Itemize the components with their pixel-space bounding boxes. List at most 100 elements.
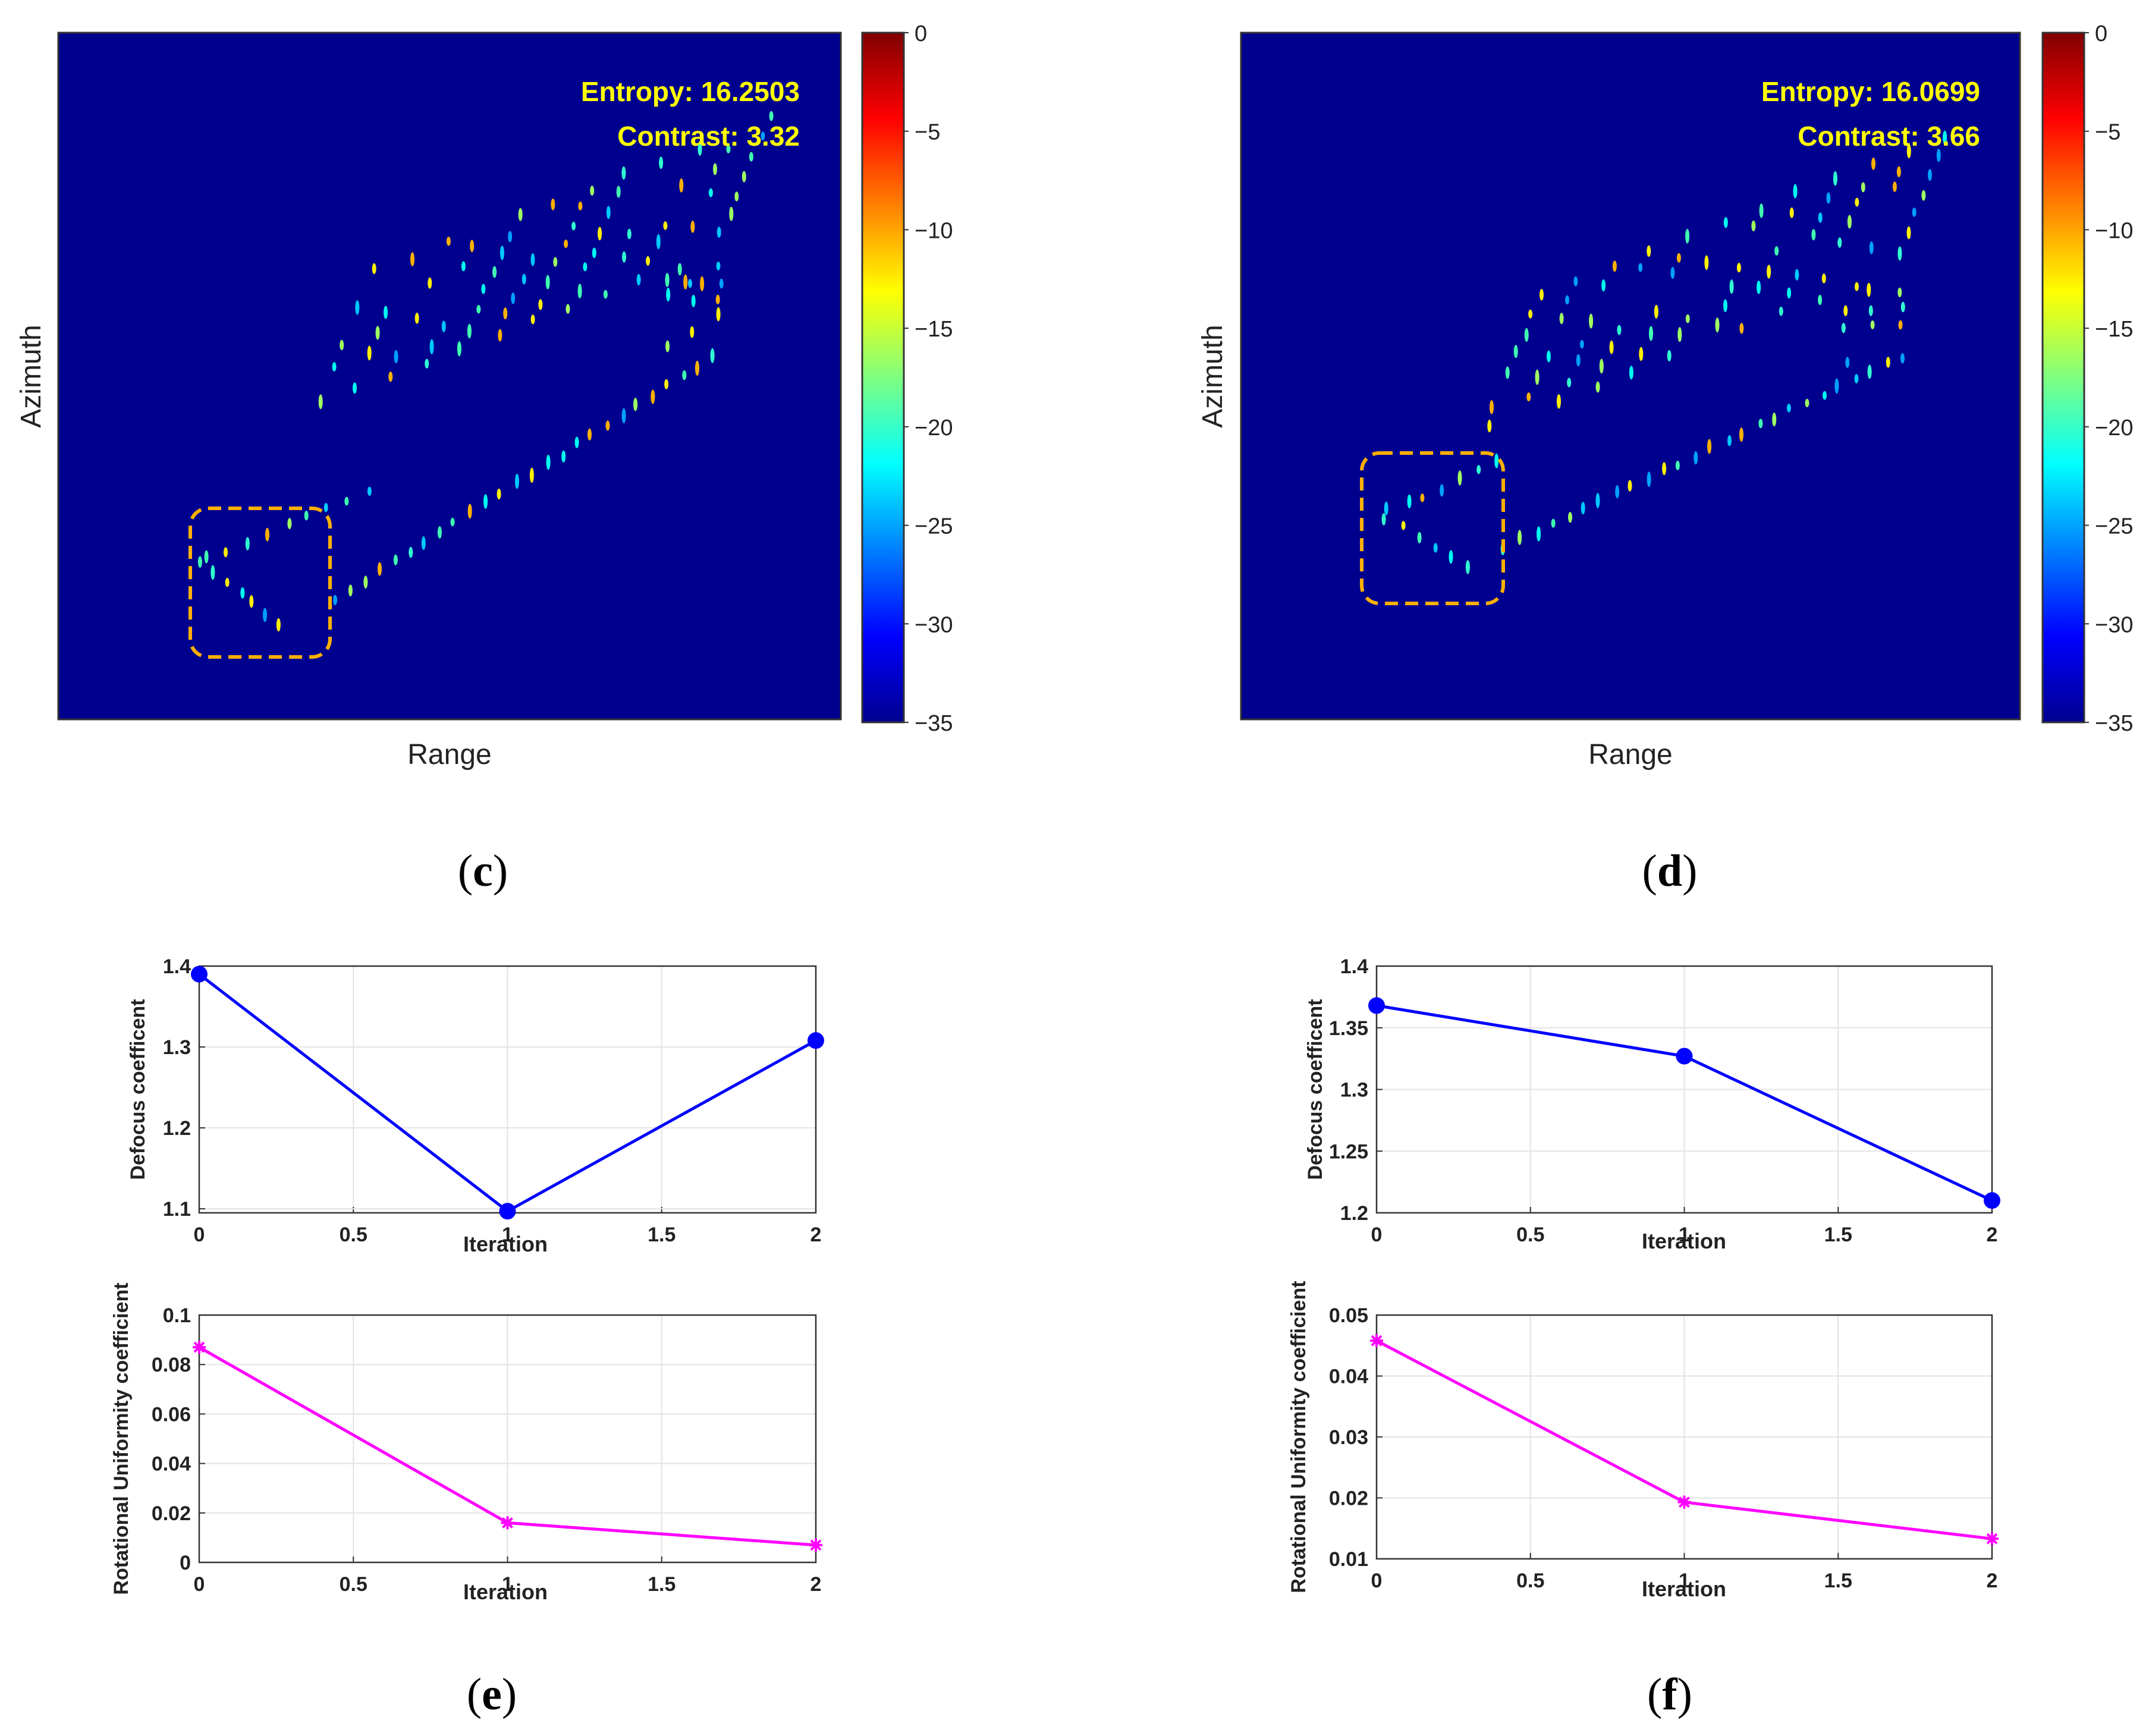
scatterer-point — [1420, 493, 1425, 502]
scatterer-point — [1557, 394, 1561, 409]
scatterer-point — [1921, 190, 1926, 201]
uniformity-point — [1677, 1495, 1691, 1509]
colorbar-tick-label: −5 — [915, 120, 940, 145]
scatterer-point — [546, 454, 551, 470]
scatterer-point — [1639, 347, 1644, 361]
colorbar-tick-label: −5 — [2095, 120, 2120, 145]
y-tick-label: 0.1 — [163, 1304, 191, 1327]
scatterer-point — [457, 341, 461, 357]
scatterer-point — [698, 142, 702, 156]
y-axis-label: Rotational Uniformity coefficient — [110, 1282, 133, 1595]
scatterer-point — [1490, 400, 1494, 414]
scatterer-point — [245, 537, 250, 551]
scatterer-point — [1906, 226, 1911, 240]
y-tick-label: 0.04 — [152, 1453, 191, 1476]
x-tick-label: 1 — [502, 1573, 513, 1596]
heatmap-c-xlabel: Range — [407, 739, 491, 770]
scatterer-point — [1649, 326, 1653, 341]
y-tick-label: 0.05 — [1329, 1304, 1368, 1327]
scatterer-point — [1845, 357, 1850, 368]
scatterer-point — [1867, 364, 1872, 379]
scatterer-point — [1487, 419, 1492, 433]
scatterer-point — [587, 428, 592, 441]
scatterer-point — [1818, 294, 1823, 306]
scatterer-point — [646, 256, 651, 266]
scatterer-point — [682, 370, 687, 380]
scatterer-point — [1581, 501, 1585, 515]
scatterer-point — [508, 231, 513, 243]
scatterer-point — [598, 227, 602, 241]
scatterer-point — [1854, 373, 1859, 384]
scatterer-point — [276, 618, 281, 632]
scatterer-point — [1381, 513, 1386, 526]
scatterer-point — [577, 284, 582, 298]
scatterer-point — [742, 171, 746, 183]
scatterer-point — [1779, 306, 1783, 316]
scatterer-point — [263, 608, 267, 622]
scatterer-point — [1547, 350, 1551, 363]
colorbar-tick-label: −30 — [2095, 612, 2133, 637]
scatterer-point — [621, 166, 626, 180]
scatterer-point — [529, 467, 534, 483]
colorbar-d — [2041, 32, 2085, 724]
scatterer-point — [1440, 484, 1444, 497]
line-charts: 0 0.5 1 1.5 2 1.1 1.2 1.3 1.4 Iteration Defocus co… — [110, 955, 2000, 1604]
scatterer-point — [483, 494, 488, 509]
defocus-point — [499, 1203, 516, 1220]
scatterer-point — [1869, 241, 1874, 254]
scatterer-point — [437, 526, 442, 539]
scatterer-point — [1723, 217, 1728, 228]
x-axis-label: Iteration — [463, 1580, 548, 1604]
y-tick-label: 1.35 — [1329, 1017, 1368, 1040]
heatmap-c-image — [57, 32, 842, 721]
uniformity-point — [501, 1516, 514, 1530]
x-tick-label: 1 — [1679, 1224, 1690, 1246]
scatterer-point — [1476, 465, 1481, 474]
scatterer-point — [332, 362, 337, 372]
scatterer-point — [1576, 354, 1581, 367]
scatterer-point — [384, 306, 388, 319]
scatterer-point — [1601, 279, 1606, 291]
colorbar-tick-label: −15 — [2095, 317, 2133, 342]
scatterer-point — [1540, 288, 1544, 301]
scatterer-point — [498, 329, 502, 342]
scatterer-point — [1579, 339, 1584, 349]
scatterer-point — [1834, 378, 1839, 394]
scatterer-point — [616, 185, 621, 198]
scatterer-point — [1739, 323, 1744, 334]
scatterer-point — [590, 185, 595, 196]
scatterer-point — [729, 206, 734, 221]
scatterer-point — [204, 550, 209, 564]
heatmap-d-xlabel: Range — [1588, 739, 1672, 770]
panel-label-f-letter: f — [1662, 1669, 1678, 1719]
scatterer-point — [515, 473, 519, 489]
defocus-point — [1676, 1048, 1693, 1065]
scatterer-point — [688, 279, 692, 288]
scatterer-point — [1795, 269, 1799, 281]
scatterer-point — [304, 510, 309, 521]
scatterer-point — [734, 191, 739, 202]
scatterer-point — [421, 536, 426, 550]
colorbar-tick-label: −20 — [2095, 416, 2133, 441]
scatterer-point — [1599, 358, 1604, 374]
scatterer-point — [664, 379, 669, 389]
scatterer-point — [1518, 530, 1522, 545]
panel-label-f: (f) — [1647, 1669, 1692, 1719]
scatterer-point — [761, 131, 765, 141]
y-tick-label: 1.3 — [163, 1036, 191, 1059]
colorbar-tick-label: −35 — [2095, 711, 2133, 736]
scatterer-point — [1826, 192, 1831, 204]
scatterer-point — [410, 252, 414, 266]
scatterer-point — [1861, 182, 1865, 193]
scatterer-point — [1757, 280, 1761, 294]
scatterer-point — [553, 257, 558, 267]
scatterer-point — [700, 276, 705, 291]
scatterer-point — [344, 496, 349, 506]
scatterer-point — [503, 307, 508, 320]
scatterer-point — [1871, 158, 1875, 170]
scatterer-point — [545, 275, 550, 290]
scatterer-point — [749, 152, 753, 162]
x-tick-label: 1 — [502, 1224, 513, 1246]
y-tick-label: 1.1 — [163, 1198, 191, 1221]
scatterer-point — [1855, 282, 1859, 291]
